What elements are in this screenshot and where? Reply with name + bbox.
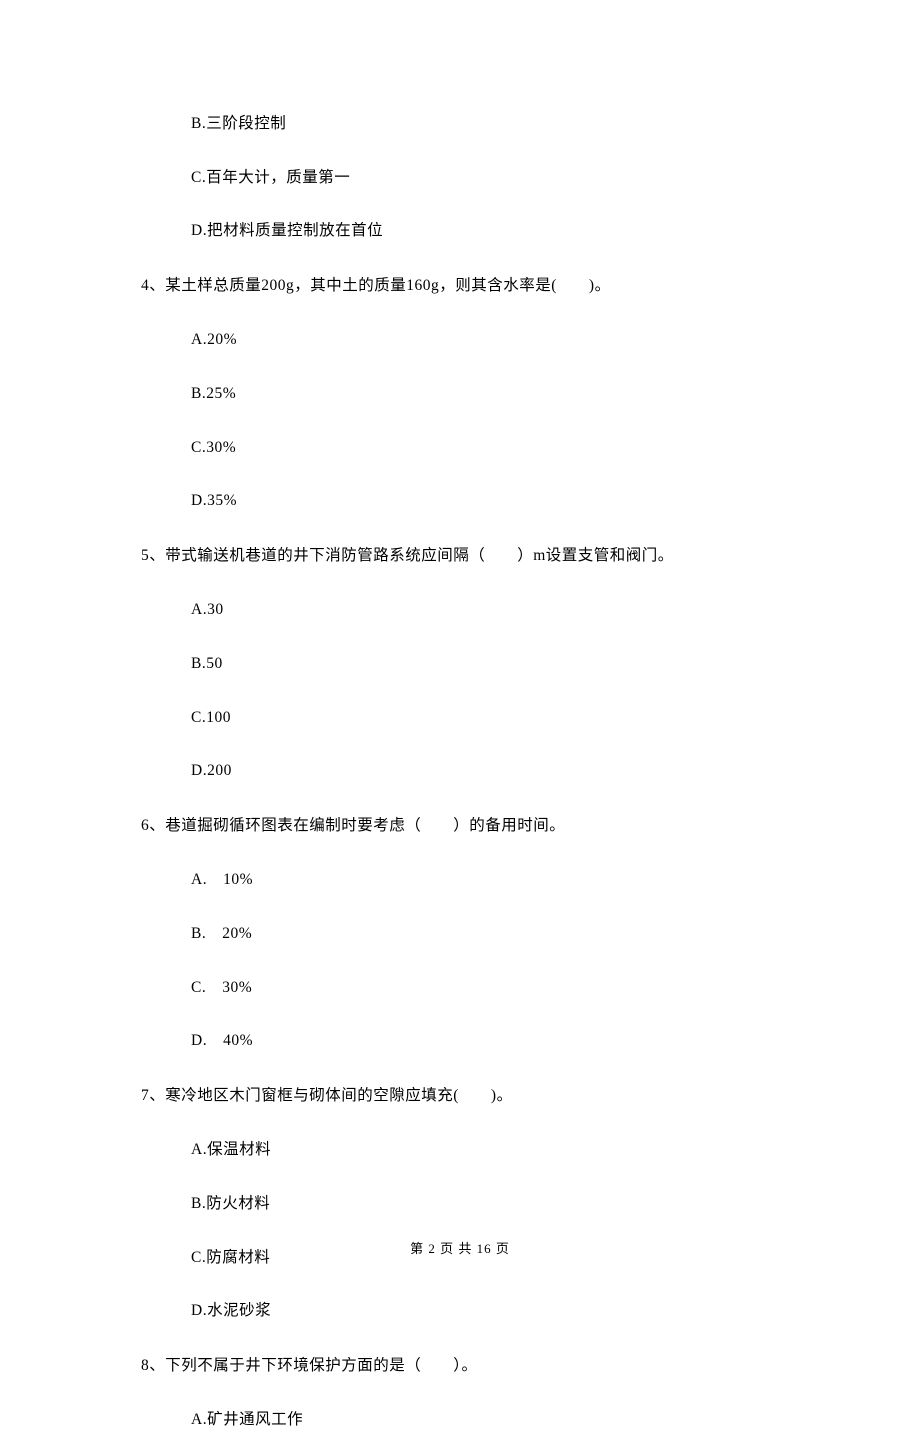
option-5c: C.100	[141, 707, 779, 729]
option-3d: D.把材料质量控制放在首位	[141, 220, 779, 242]
option-3b: B.三阶段控制	[141, 113, 779, 135]
option-7b: B.防火材料	[141, 1193, 779, 1215]
option-6a: A. 10%	[141, 869, 779, 891]
question-5-text: 5、带式输送机巷道的井下消防管路系统应间隔（ ）m设置支管和阀门。	[141, 544, 779, 567]
option-7d: D.水泥砂浆	[141, 1300, 779, 1322]
question-5: 5、带式输送机巷道的井下消防管路系统应间隔（ ）m设置支管和阀门。 A.30 B…	[141, 544, 779, 782]
option-4a: A.20%	[141, 329, 779, 351]
question-6-text: 6、巷道掘砌循环图表在编制时要考虑（ ）的备用时间。	[141, 814, 779, 837]
question-7: 7、寒冷地区木门窗框与砌体间的空隙应填充( )。 A.保温材料 B.防火材料 C…	[141, 1084, 779, 1322]
option-4b: B.25%	[141, 383, 779, 405]
option-6d: D. 40%	[141, 1030, 779, 1052]
option-5b: B.50	[141, 653, 779, 675]
question-7-text: 7、寒冷地区木门窗框与砌体间的空隙应填充( )。	[141, 1084, 779, 1107]
option-5d: D.200	[141, 760, 779, 782]
question-4-text: 4、某土样总质量200g，其中土的质量160g，则其含水率是( )。	[141, 274, 779, 297]
question-3-partial: B.三阶段控制 C.百年大计，质量第一 D.把材料质量控制放在首位	[141, 113, 779, 242]
option-7a: A.保温材料	[141, 1139, 779, 1161]
option-6b: B. 20%	[141, 923, 779, 945]
question-8-text: 8、下列不属于井下环境保护方面的是（ ）。	[141, 1354, 779, 1377]
option-4c: C.30%	[141, 437, 779, 459]
question-8: 8、下列不属于井下环境保护方面的是（ ）。 A.矿井通风工作	[141, 1354, 779, 1431]
document-content: B.三阶段控制 C.百年大计，质量第一 D.把材料质量控制放在首位 4、某土样总…	[0, 0, 920, 1431]
option-6c: C. 30%	[141, 977, 779, 999]
question-6: 6、巷道掘砌循环图表在编制时要考虑（ ）的备用时间。 A. 10% B. 20%…	[141, 814, 779, 1052]
option-3c: C.百年大计，质量第一	[141, 167, 779, 189]
question-4: 4、某土样总质量200g，其中土的质量160g，则其含水率是( )。 A.20%…	[141, 274, 779, 512]
option-8a: A.矿井通风工作	[141, 1409, 779, 1431]
page-footer: 第 2 页 共 16 页	[0, 1238, 920, 1257]
option-4d: D.35%	[141, 490, 779, 512]
option-5a: A.30	[141, 599, 779, 621]
